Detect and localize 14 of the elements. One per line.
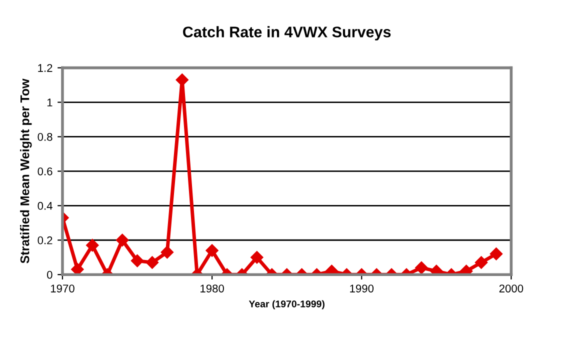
y-tick-label: 1.2 [38,64,52,72]
y-tick-label: 0.4 [38,202,52,210]
y-tick-label: 0.6 [38,167,52,176]
y-axis-title: Stratified Mean Weight per Tow [20,78,32,264]
chart-title: Catch Rate in 4VWX Surveys [183,26,391,40]
y-tick-label: 0.2 [38,236,52,244]
x-tick-label: 2000 [499,284,524,292]
x-tick-label: 1980 [200,284,224,292]
y-tick-label: 0 [47,270,52,279]
x-tick-label: 1970 [50,284,74,292]
x-axis-title: Year (1970-1999) [248,300,324,310]
x-tick-label: 1990 [350,284,374,292]
y-tick-label: 0.8 [38,132,52,141]
y-tick-label: 1 [47,98,52,106]
